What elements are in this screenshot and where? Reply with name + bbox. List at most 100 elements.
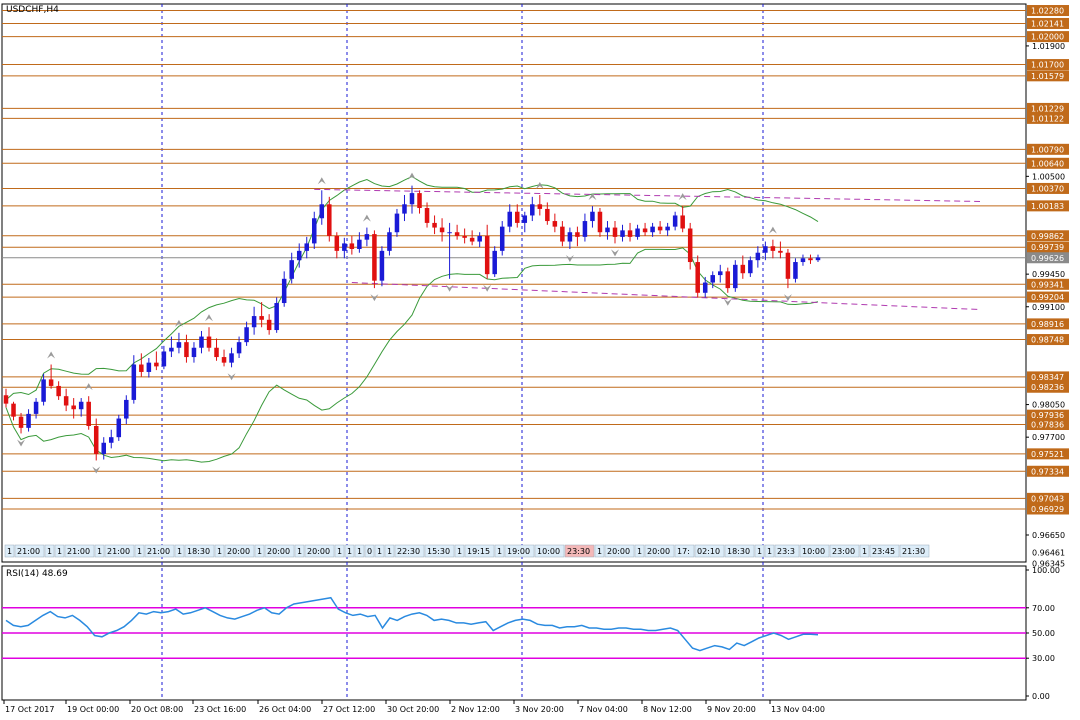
- candle[interactable]: [281, 271, 287, 307]
- candle[interactable]: [530, 196, 535, 222]
- candle[interactable]: [763, 241, 768, 261]
- candle[interactable]: [18, 412, 24, 434]
- candle[interactable]: [221, 349, 227, 367]
- candle[interactable]: [124, 395, 129, 425]
- candle[interactable]: [78, 398, 84, 417]
- candle[interactable]: [815, 254, 821, 263]
- candle[interactable]: [3, 388, 9, 408]
- candle[interactable]: [499, 221, 505, 256]
- candle[interactable]: [101, 437, 106, 460]
- candle[interactable]: [71, 398, 76, 419]
- candle[interactable]: [469, 230, 475, 246]
- candle[interactable]: [409, 185, 415, 214]
- candle[interactable]: [86, 396, 91, 430]
- candle[interactable]: [349, 235, 355, 255]
- candle[interactable]: [274, 297, 279, 333]
- candle[interactable]: [748, 256, 753, 277]
- candle[interactable]: [236, 336, 242, 358]
- candle[interactable]: [605, 221, 610, 240]
- candle[interactable]: [244, 321, 249, 346]
- candle[interactable]: [484, 224, 490, 279]
- candle[interactable]: [334, 232, 340, 259]
- candle[interactable]: [567, 227, 573, 249]
- candle[interactable]: [251, 306, 257, 335]
- candle[interactable]: [620, 224, 625, 242]
- candle[interactable]: [650, 222, 655, 237]
- candle[interactable]: [131, 355, 137, 404]
- candle[interactable]: [266, 314, 272, 335]
- candle[interactable]: [229, 347, 234, 368]
- candle[interactable]: [289, 252, 294, 284]
- candle[interactable]: [199, 330, 204, 354]
- candle[interactable]: [439, 218, 445, 242]
- candle[interactable]: [725, 267, 731, 293]
- candle[interactable]: [214, 338, 219, 361]
- candle[interactable]: [11, 401, 16, 421]
- candle[interactable]: [191, 342, 197, 363]
- candle[interactable]: [41, 373, 46, 406]
- candles-layer[interactable]: [3, 185, 821, 461]
- candle[interactable]: [26, 409, 31, 432]
- candle[interactable]: [154, 351, 159, 371]
- candle[interactable]: [48, 364, 54, 389]
- candle[interactable]: [680, 206, 685, 233]
- candle[interactable]: [206, 327, 212, 352]
- candle[interactable]: [116, 414, 122, 441]
- candle[interactable]: [590, 206, 595, 228]
- candle[interactable]: [492, 246, 497, 277]
- candle[interactable]: [454, 224, 460, 240]
- candle[interactable]: [402, 194, 407, 222]
- candle[interactable]: [560, 221, 565, 247]
- candle[interactable]: [93, 418, 99, 461]
- candle[interactable]: [33, 398, 39, 419]
- candle[interactable]: [319, 190, 325, 225]
- candle[interactable]: [372, 230, 377, 289]
- candle[interactable]: [718, 264, 723, 283]
- candle[interactable]: [477, 232, 482, 248]
- candle[interactable]: [432, 215, 437, 235]
- candle[interactable]: [394, 208, 400, 237]
- rsi-panel[interactable]: 100.00 70.00 50.00 30.00 0.00: [2, 566, 1060, 701]
- candle[interactable]: [327, 196, 332, 242]
- candle[interactable]: [800, 254, 806, 266]
- candle[interactable]: [364, 227, 370, 247]
- candle[interactable]: [642, 222, 648, 236]
- candle[interactable]: [357, 232, 362, 253]
- candle[interactable]: [146, 357, 152, 378]
- candle[interactable]: [575, 226, 580, 247]
- candle[interactable]: [417, 190, 422, 214]
- candle[interactable]: [109, 429, 114, 449]
- candle[interactable]: [785, 248, 791, 289]
- candle[interactable]: [139, 353, 144, 377]
- candle[interactable]: [687, 222, 693, 270]
- candle[interactable]: [627, 222, 633, 242]
- candle[interactable]: [635, 224, 640, 240]
- candle[interactable]: [184, 334, 189, 363]
- candle[interactable]: [259, 302, 264, 328]
- candle[interactable]: [447, 222, 452, 279]
- candle[interactable]: [462, 228, 467, 244]
- candle[interactable]: [672, 211, 678, 231]
- candle[interactable]: [507, 204, 512, 233]
- candle[interactable]: [770, 239, 776, 259]
- candle[interactable]: [387, 227, 392, 256]
- candle[interactable]: [808, 254, 813, 264]
- candle[interactable]: [312, 211, 317, 249]
- candle[interactable]: [304, 236, 309, 259]
- candle[interactable]: [169, 336, 174, 358]
- candle[interactable]: [296, 243, 302, 268]
- candle[interactable]: [552, 213, 558, 233]
- candle[interactable]: [733, 260, 738, 292]
- candle[interactable]: [537, 194, 543, 216]
- candle[interactable]: [161, 345, 167, 370]
- candle[interactable]: [755, 246, 761, 268]
- candle[interactable]: [665, 222, 670, 236]
- candle[interactable]: [657, 221, 663, 235]
- candle[interactable]: [740, 255, 746, 279]
- candle[interactable]: [515, 204, 520, 228]
- candle[interactable]: [702, 276, 708, 298]
- candle[interactable]: [612, 221, 618, 244]
- candle[interactable]: [63, 388, 69, 412]
- candle[interactable]: [342, 237, 347, 259]
